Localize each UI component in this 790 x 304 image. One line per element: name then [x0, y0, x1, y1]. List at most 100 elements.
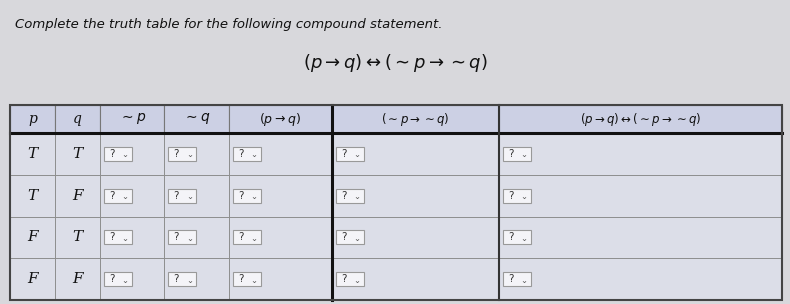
Text: T: T — [28, 147, 38, 161]
Text: $\sim p$: $\sim p$ — [118, 112, 146, 126]
Text: ⌄: ⌄ — [353, 234, 360, 243]
Bar — [100, 105, 164, 133]
Text: ?: ? — [109, 274, 115, 284]
Bar — [336, 147, 363, 161]
Bar — [503, 147, 531, 161]
Bar — [499, 216, 782, 258]
Text: ⌄: ⌄ — [521, 192, 528, 201]
Text: ⌄: ⌄ — [122, 150, 129, 159]
Bar — [503, 230, 531, 244]
Bar — [168, 230, 197, 244]
Bar — [55, 133, 100, 175]
Text: ⌄: ⌄ — [186, 192, 193, 201]
Bar — [332, 216, 499, 258]
Text: ⌄: ⌄ — [353, 276, 360, 285]
Text: ?: ? — [174, 149, 179, 159]
Text: ⌄: ⌄ — [186, 276, 193, 285]
Bar — [229, 175, 332, 216]
Bar — [503, 188, 531, 203]
Bar — [10, 105, 782, 300]
Bar — [55, 258, 100, 300]
Bar — [233, 272, 261, 286]
Text: ?: ? — [174, 232, 179, 242]
Text: ?: ? — [508, 191, 514, 201]
Bar — [499, 175, 782, 216]
Text: ?: ? — [238, 232, 243, 242]
Bar — [233, 230, 261, 244]
Bar — [332, 175, 499, 216]
Text: ⌄: ⌄ — [250, 192, 258, 201]
Bar — [164, 175, 229, 216]
Text: ?: ? — [341, 149, 347, 159]
Text: $(p\to q)$: $(p\to q)$ — [259, 110, 301, 127]
Bar — [164, 105, 229, 133]
Text: ?: ? — [508, 232, 514, 242]
Text: F: F — [72, 188, 83, 203]
Bar — [336, 188, 363, 203]
Bar — [229, 105, 332, 133]
Bar — [233, 188, 261, 203]
Text: ⌄: ⌄ — [521, 234, 528, 243]
Bar — [164, 216, 229, 258]
Text: ⌄: ⌄ — [353, 150, 360, 159]
Bar — [233, 147, 261, 161]
Bar — [100, 258, 164, 300]
Text: $(p \to q) \leftrightarrow (\sim p \to \sim q)$: $(p \to q) \leftrightarrow (\sim p \to \… — [303, 52, 487, 74]
Text: ?: ? — [174, 191, 179, 201]
Text: ?: ? — [341, 274, 347, 284]
Text: T: T — [73, 230, 83, 244]
Text: T: T — [73, 147, 83, 161]
Bar — [104, 230, 132, 244]
Text: ?: ? — [109, 191, 115, 201]
Bar — [164, 133, 229, 175]
Bar — [229, 258, 332, 300]
Text: ?: ? — [109, 232, 115, 242]
Text: ?: ? — [341, 232, 347, 242]
Text: F: F — [27, 272, 38, 286]
Text: ⌄: ⌄ — [186, 234, 193, 243]
Bar — [499, 133, 782, 175]
Bar — [229, 216, 332, 258]
Bar — [55, 175, 100, 216]
Bar — [10, 258, 55, 300]
Bar — [10, 216, 55, 258]
Text: Complete the truth table for the following compound statement.: Complete the truth table for the followi… — [15, 18, 442, 31]
Text: $(p\to q)\leftrightarrow(\sim p\to \sim q)$: $(p\to q)\leftrightarrow(\sim p\to \sim … — [580, 110, 701, 127]
Bar — [336, 272, 363, 286]
Text: ⌄: ⌄ — [122, 234, 129, 243]
Text: p: p — [28, 112, 37, 126]
Text: ⌄: ⌄ — [186, 150, 193, 159]
Bar — [100, 216, 164, 258]
Bar — [332, 258, 499, 300]
Text: ?: ? — [238, 191, 243, 201]
Text: $(\sim p\to \sim q)$: $(\sim p\to \sim q)$ — [381, 110, 450, 127]
Text: F: F — [27, 230, 38, 244]
Text: ⌄: ⌄ — [250, 234, 258, 243]
Text: ?: ? — [508, 149, 514, 159]
Bar — [332, 133, 499, 175]
Bar — [164, 258, 229, 300]
Bar — [100, 175, 164, 216]
Bar — [104, 272, 132, 286]
Text: ⌄: ⌄ — [521, 276, 528, 285]
Text: ?: ? — [238, 149, 243, 159]
Text: ?: ? — [238, 274, 243, 284]
Text: T: T — [28, 188, 38, 203]
Bar — [168, 147, 197, 161]
Bar — [336, 230, 363, 244]
Text: ?: ? — [341, 191, 347, 201]
Text: ⌄: ⌄ — [250, 276, 258, 285]
Bar — [499, 258, 782, 300]
Bar — [100, 133, 164, 175]
Text: F: F — [72, 272, 83, 286]
Bar — [168, 188, 197, 203]
Bar — [55, 105, 100, 133]
Bar — [10, 175, 55, 216]
Text: ?: ? — [109, 149, 115, 159]
Bar — [168, 272, 197, 286]
Bar — [10, 105, 55, 133]
Text: ?: ? — [174, 274, 179, 284]
Bar — [55, 216, 100, 258]
Text: ⌄: ⌄ — [250, 150, 258, 159]
Bar — [332, 105, 499, 133]
